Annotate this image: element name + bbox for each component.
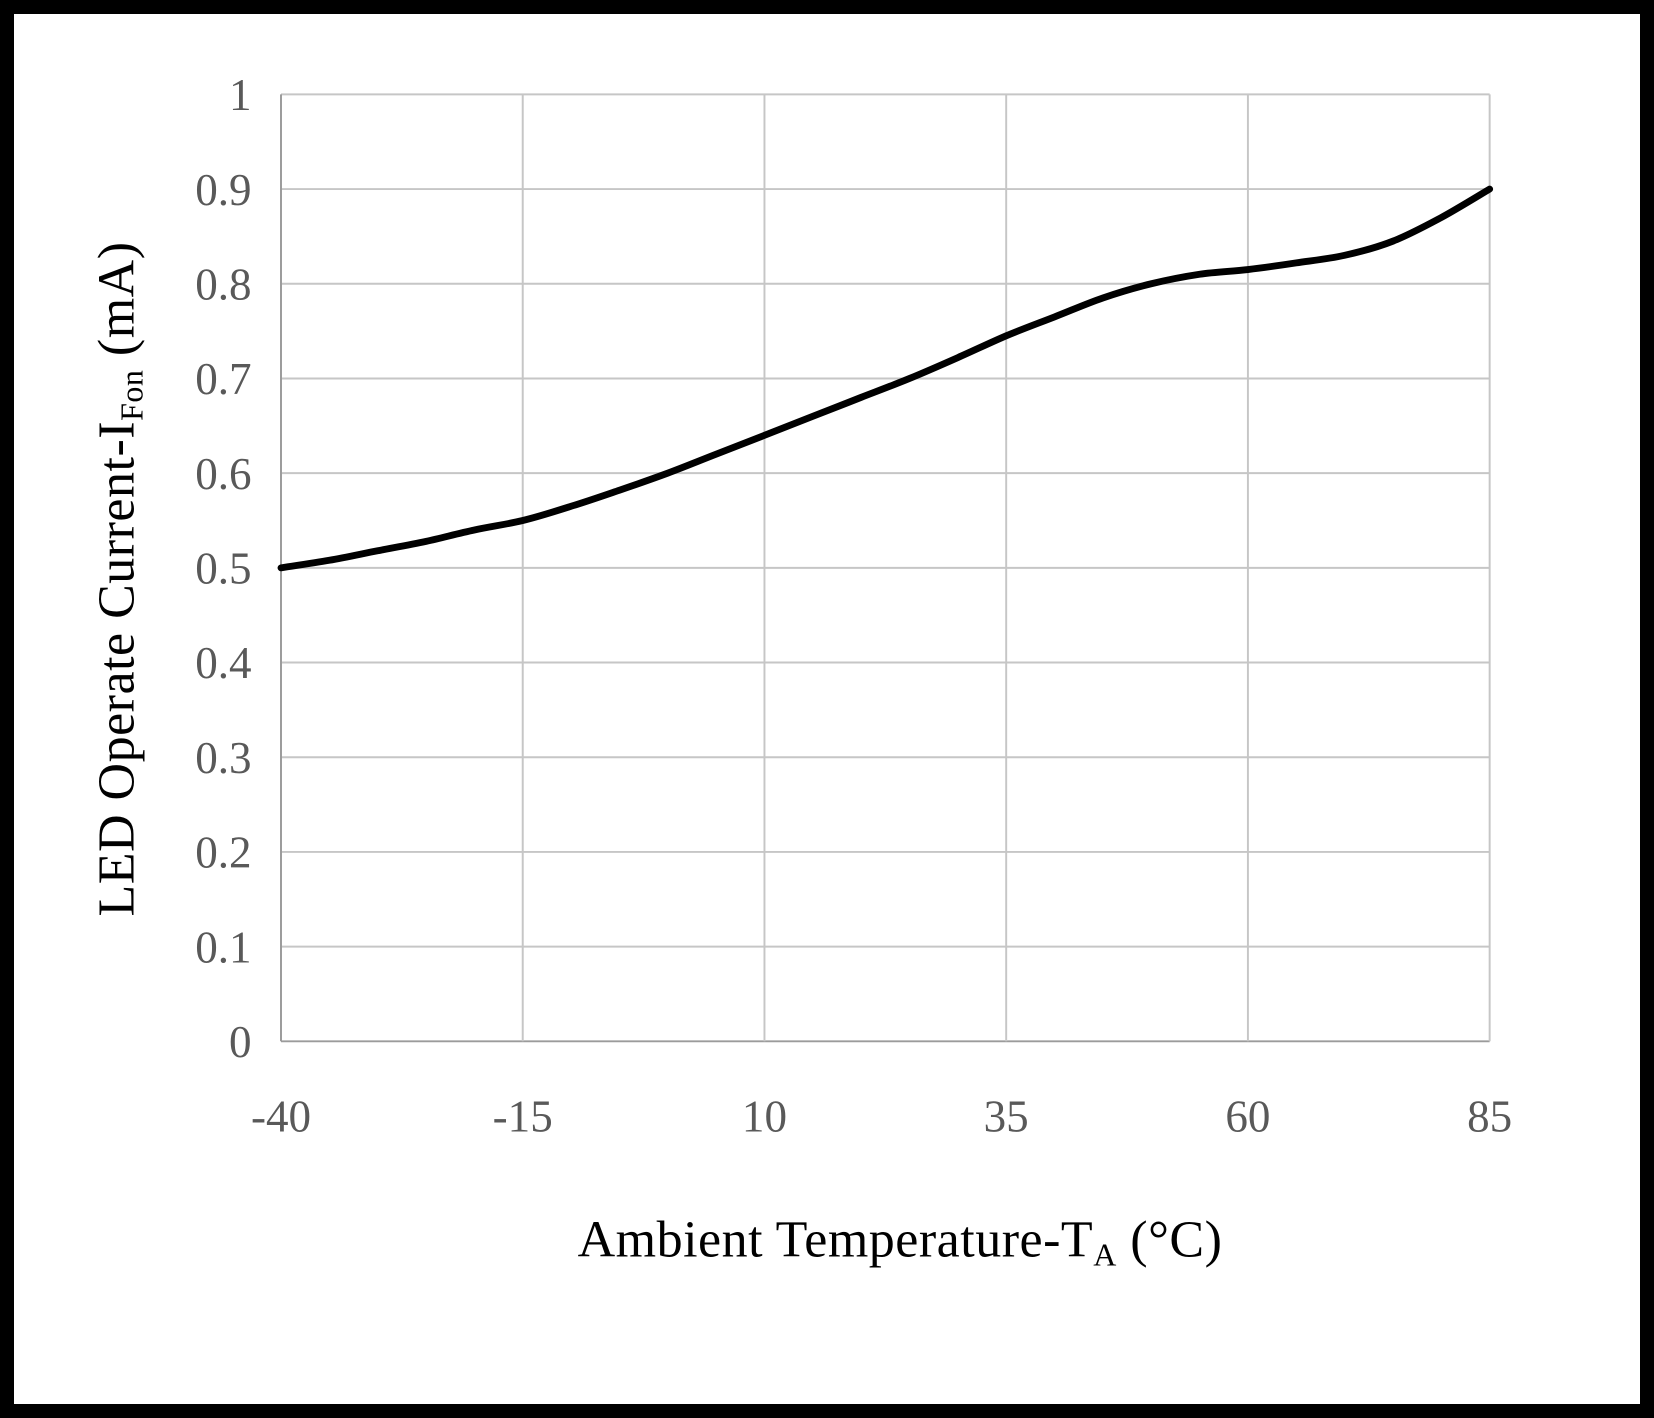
x-tick-label: -40 <box>251 1091 311 1141</box>
x-axis-title: Ambient Temperature-TA (°C) <box>578 1211 1223 1274</box>
x-tick-label: 60 <box>1225 1091 1270 1141</box>
y-axis-title-suffix: (mA) <box>88 241 146 370</box>
y-axis-title-subscript: Fon <box>113 369 150 421</box>
x-tick-label: 35 <box>984 1091 1029 1141</box>
y-tick-label: 0.9 <box>195 165 251 215</box>
y-tick-label: 0.5 <box>195 544 251 594</box>
y-tick-label: 0.7 <box>195 354 251 404</box>
x-axis-title-text: Ambient Temperature-T <box>577 1211 1094 1269</box>
x-axis-title-subscript: A <box>1093 1236 1117 1273</box>
x-tick-label: -15 <box>493 1091 553 1141</box>
y-tick-label: 0 <box>229 1017 252 1067</box>
y-tick-label: 1 <box>229 70 252 120</box>
y-tick-label: 0.4 <box>195 638 251 688</box>
y-tick-label: 0.6 <box>195 449 251 499</box>
x-axis-title-suffix: (°C) <box>1116 1211 1223 1269</box>
y-axis-title: LED Operate Current-IFon (mA) <box>88 241 151 916</box>
y-tick-label: 0.1 <box>195 922 251 972</box>
y-tick-label: 0.8 <box>195 259 251 309</box>
y-tick-label: 0.2 <box>195 828 251 878</box>
x-tick-label: 85 <box>1467 1091 1512 1141</box>
y-tick-label: 0.3 <box>195 733 251 783</box>
chart: 0 0.1 0.2 0.3 0.4 0.5 0.6 0.7 0.8 0.9 1 -40 -15 10 35 6… <box>195 70 1512 1141</box>
data-series-line <box>277 185 1494 572</box>
x-tick-label: 10 <box>742 1091 787 1141</box>
y-axis-title-text: LED Operate Current-I <box>88 420 146 917</box>
